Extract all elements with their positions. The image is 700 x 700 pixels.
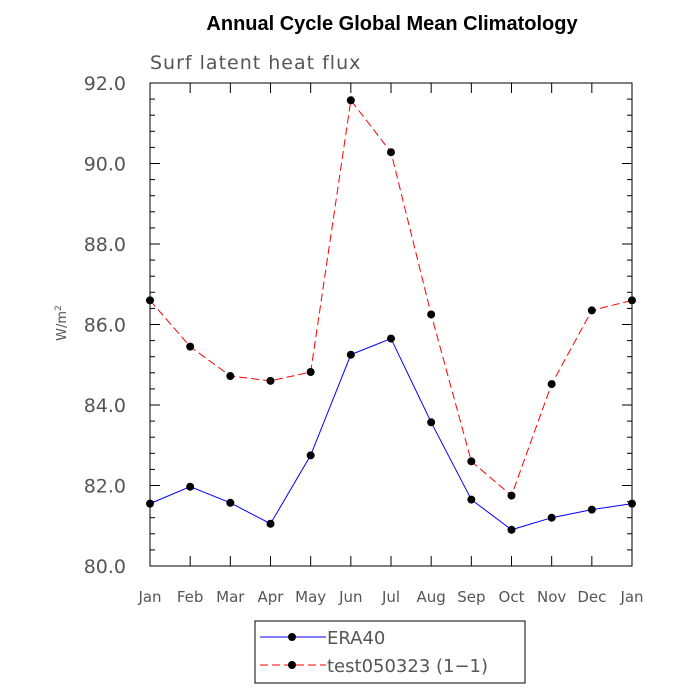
y-tick-label: 86.0 <box>84 315 126 337</box>
x-tick-label: Dec <box>577 588 606 606</box>
x-tick-label: Nov <box>537 588 566 606</box>
series-layer <box>146 96 636 534</box>
x-axis: Jan Feb Mar Apr May Jun Jul Aug Sep Oct Nov Dec Jan <box>137 83 644 606</box>
data-point <box>387 334 395 343</box>
data-point <box>346 350 355 359</box>
x-tick-label: May <box>295 588 326 606</box>
data-point <box>427 310 436 319</box>
y-axis: 80.0 82.0 84.0 86.0 88.0 90.0 92.0 <box>84 73 632 578</box>
data-point <box>628 499 636 508</box>
y-tick-label: 84.0 <box>84 395 126 417</box>
y-axis-label: W/m2 <box>54 305 70 341</box>
data-point <box>587 306 596 315</box>
legend-marker-era40 <box>288 633 296 641</box>
data-point <box>186 342 195 351</box>
x-tick-label: Jan <box>137 588 161 606</box>
y-tick-label: 80.0 <box>84 556 126 578</box>
y-axis-label-text: W/m <box>55 311 70 341</box>
y-tick-label: 88.0 <box>84 234 126 256</box>
x-tick-label: Oct <box>499 588 525 606</box>
legend-label-era40: ERA40 <box>327 628 385 649</box>
chart-title: Annual Cycle Global Mean Climatology <box>206 13 578 35</box>
data-point <box>266 519 275 528</box>
data-point <box>266 376 275 385</box>
data-point <box>547 513 556 522</box>
data-point <box>547 380 556 389</box>
data-point <box>226 372 235 381</box>
legend-marker-test <box>288 661 296 669</box>
y-tick-label: 82.0 <box>84 476 126 498</box>
x-tick-label: Feb <box>177 588 204 606</box>
y-axis-label-superscript: 2 <box>54 305 64 311</box>
x-tick-label: Jun <box>338 588 362 606</box>
legend-label-test: test050323 (1−1) <box>327 656 488 677</box>
data-point <box>507 491 516 500</box>
y-tick-label: 90.0 <box>84 154 126 176</box>
data-point <box>427 418 436 427</box>
data-point <box>226 498 235 507</box>
series-1 <box>146 96 636 500</box>
series-0 <box>146 334 636 534</box>
x-tick-label: Aug <box>417 588 446 606</box>
series-line <box>149 337 633 531</box>
data-point <box>146 499 154 508</box>
data-point <box>146 296 154 305</box>
series-line <box>149 99 633 497</box>
chart-subtitle: Surf latent heat flux <box>150 52 361 74</box>
data-point <box>587 505 596 514</box>
data-point <box>186 482 195 491</box>
data-point <box>507 525 516 534</box>
data-point <box>467 457 476 466</box>
x-tick-label: Mar <box>216 588 245 606</box>
x-tick-label: Jan <box>619 588 643 606</box>
x-tick-label: Jul <box>381 588 400 606</box>
legend: ERA40 test050323 (1−1) <box>254 620 526 684</box>
x-tick-label: Sep <box>457 588 485 606</box>
data-point <box>306 451 315 460</box>
y-tick-label: 92.0 <box>84 73 126 95</box>
legend-box <box>254 620 526 684</box>
data-point <box>306 367 315 376</box>
data-point <box>628 296 636 305</box>
data-point <box>346 96 355 105</box>
data-point <box>467 495 476 504</box>
x-tick-label: Apr <box>258 588 285 606</box>
data-point <box>387 148 395 157</box>
